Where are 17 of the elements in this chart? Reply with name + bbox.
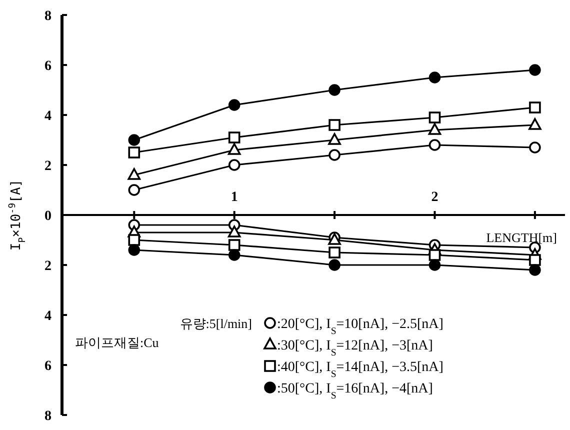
y-tick-label: 4 [44, 309, 52, 324]
x-tick-label: 1 [230, 190, 238, 205]
legend-label: :50[°C], I$_{S}$=16[nA], −4[nA] [277, 382, 433, 401]
y-tick-label: 8 [44, 409, 52, 424]
x-axis-title: LENGTH[m] [486, 230, 557, 245]
annotation: 파이프재질:Cu [75, 335, 160, 350]
legend-label: :40[°C], I$_{S}$=14[nA], −3.5[nA] [277, 360, 444, 380]
y-tick-label: 8 [44, 9, 52, 24]
y-tick-label: 4 [44, 109, 52, 124]
y-tick-label: 6 [44, 359, 52, 374]
y-tick-label: 2 [44, 159, 52, 174]
annotation: 유량:5[l/min] [180, 316, 252, 331]
y-tick-label: 0 [44, 209, 52, 224]
legend-label: :30[°C], I$_{S}$=12[nA], −3[nA] [277, 338, 433, 358]
legend-label: :20[°C], I$_{S}$=10[nA], −2.5[nA] [277, 317, 444, 336]
y-tick-label: 6 [44, 59, 52, 74]
y-tick-label: 2 [44, 259, 52, 274]
